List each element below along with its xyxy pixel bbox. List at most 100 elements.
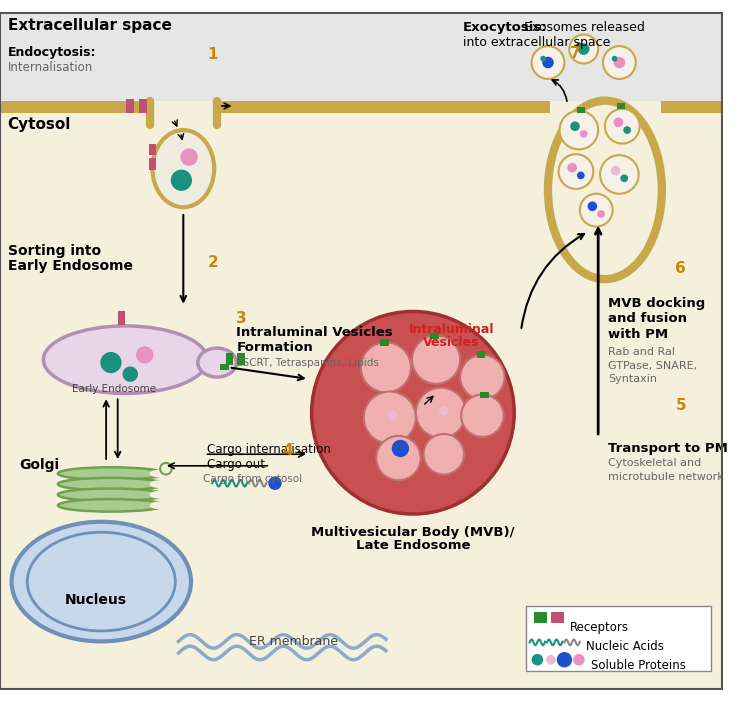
Text: Nucleic Acids: Nucleic Acids [586, 640, 664, 654]
Circle shape [577, 171, 585, 179]
Circle shape [181, 148, 198, 166]
Circle shape [610, 166, 620, 176]
Text: Syntaxin: Syntaxin [608, 374, 657, 384]
Circle shape [612, 55, 617, 62]
Circle shape [312, 312, 515, 514]
Ellipse shape [58, 489, 164, 501]
Bar [512, 101, 550, 113]
Text: Golgi: Golgi [19, 458, 59, 472]
Circle shape [603, 46, 636, 79]
Text: Rab and Ral: Rab and Ral [608, 347, 675, 357]
Bar [0, 101, 150, 113]
Bar [551, 612, 565, 623]
Text: Cargo from cytosol: Cargo from cytosol [203, 474, 302, 484]
Circle shape [136, 346, 154, 364]
Text: Early Endosome: Early Endosome [73, 384, 157, 394]
Ellipse shape [150, 470, 169, 477]
Text: 3: 3 [237, 312, 247, 326]
Text: MVB docking: MVB docking [608, 297, 705, 310]
Text: and fusion: and fusion [608, 312, 687, 326]
Bar [127, 99, 134, 113]
Text: Formation: Formation [237, 341, 313, 355]
Circle shape [123, 366, 138, 382]
Bar [661, 101, 723, 113]
Bar [526, 606, 711, 671]
Circle shape [100, 352, 121, 373]
Text: 7: 7 [570, 46, 580, 61]
Circle shape [557, 652, 572, 668]
Text: Cytoskeletal and: Cytoskeletal and [608, 458, 701, 468]
Bar [480, 392, 489, 398]
Ellipse shape [58, 478, 164, 491]
Circle shape [361, 343, 411, 392]
Circle shape [623, 126, 631, 134]
Circle shape [578, 44, 589, 55]
Text: Internalisation: Internalisation [7, 60, 93, 74]
Text: Vesicles: Vesicles [423, 336, 479, 349]
Circle shape [613, 117, 623, 127]
Text: into extracellular space: into extracellular space [463, 36, 610, 48]
Text: 1: 1 [207, 47, 218, 62]
Text: Exocytosis:: Exocytosis: [463, 21, 548, 34]
Circle shape [576, 42, 582, 48]
Text: Transport to PM: Transport to PM [608, 442, 728, 455]
Circle shape [540, 55, 546, 62]
Text: GTPase, SNARE,: GTPase, SNARE, [608, 361, 697, 371]
Circle shape [160, 463, 172, 475]
Circle shape [620, 174, 628, 182]
Circle shape [600, 155, 639, 194]
Circle shape [460, 355, 505, 399]
Ellipse shape [150, 501, 169, 509]
Bar [0, 101, 723, 689]
Bar [225, 353, 234, 364]
Text: Intraluminal Vesicles: Intraluminal Vesicles [237, 326, 393, 339]
Circle shape [573, 654, 585, 665]
Circle shape [546, 655, 556, 665]
Circle shape [171, 170, 192, 191]
Text: Sorting into: Sorting into [7, 244, 101, 258]
Ellipse shape [27, 532, 175, 631]
Circle shape [364, 392, 416, 444]
Circle shape [388, 411, 398, 420]
Bar [148, 158, 157, 170]
Circle shape [605, 109, 640, 144]
Bar [617, 103, 625, 109]
Circle shape [587, 201, 597, 211]
Ellipse shape [150, 491, 169, 498]
Bar [430, 333, 439, 340]
Text: microtubule network: microtubule network [608, 472, 724, 482]
Bar [533, 612, 547, 623]
Bar [118, 312, 125, 325]
Circle shape [532, 46, 565, 79]
Text: Intraluminal: Intraluminal [409, 323, 494, 336]
Text: Nucleus: Nucleus [64, 593, 127, 607]
Bar [220, 364, 228, 370]
Text: Cargo internalisation: Cargo internalisation [207, 443, 331, 456]
Circle shape [392, 439, 409, 457]
Circle shape [439, 406, 449, 416]
Text: 2: 2 [207, 256, 218, 270]
Bar [139, 99, 147, 113]
Text: Multivesicular Body (MVB)/: Multivesicular Body (MVB)/ [311, 526, 515, 538]
Ellipse shape [198, 348, 237, 377]
Bar [148, 144, 157, 155]
Text: Cargo out: Cargo out [207, 458, 265, 471]
Text: Early Endosome: Early Endosome [7, 259, 133, 273]
Bar [217, 101, 512, 113]
Ellipse shape [58, 468, 164, 479]
Text: Receptors: Receptors [570, 621, 629, 634]
Circle shape [559, 154, 593, 189]
Bar [0, 13, 723, 101]
Circle shape [580, 194, 613, 227]
Circle shape [416, 388, 466, 438]
Ellipse shape [11, 522, 191, 642]
Text: 5: 5 [676, 398, 686, 413]
Text: with PM: with PM [608, 328, 668, 341]
Text: ESCRT, Tetraspanins, Lipids: ESCRT, Tetraspanins, Lipids [237, 358, 379, 368]
Bar [380, 340, 389, 346]
Ellipse shape [153, 130, 214, 207]
Text: 4: 4 [282, 443, 294, 458]
Circle shape [461, 395, 503, 437]
Circle shape [376, 436, 421, 480]
Ellipse shape [43, 326, 207, 393]
